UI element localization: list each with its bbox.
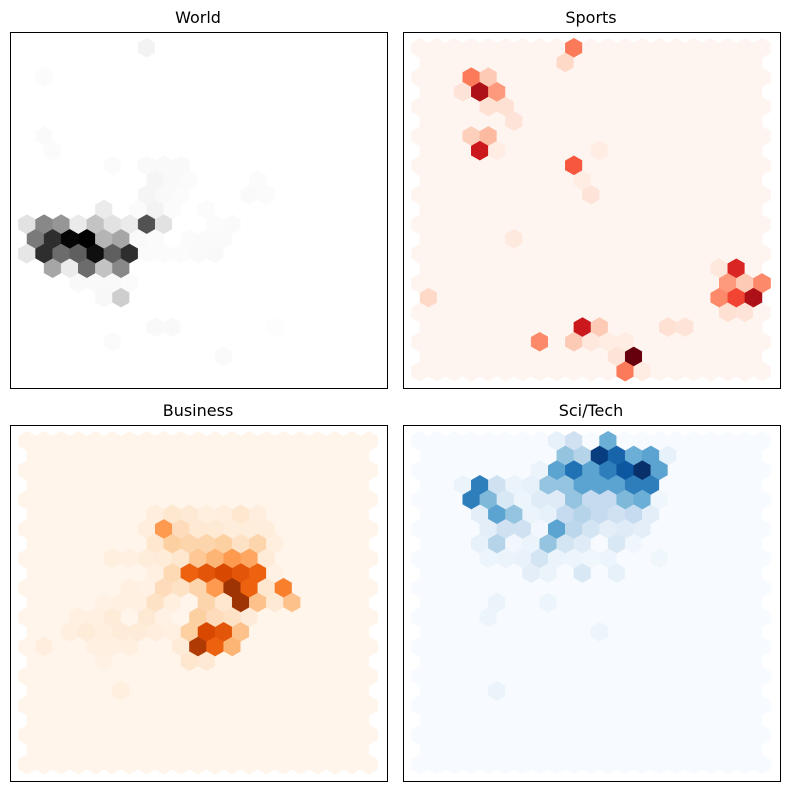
hex-cell [753, 754, 771, 775]
panel-scitech: Sci/Tech [403, 401, 781, 782]
hex-cell [753, 361, 771, 382]
panel-business: Business [10, 401, 388, 782]
hex-cell [360, 361, 378, 382]
panel-sports: Sports [403, 8, 781, 389]
hex-grid-business [18, 430, 378, 775]
panel-title-world: World [175, 8, 221, 27]
hex-cell [360, 754, 378, 775]
panel-title-sports: Sports [565, 8, 616, 27]
hex-grid-world [18, 37, 378, 382]
axes-frame-sports [403, 32, 781, 389]
hex-grid-sports [411, 37, 771, 382]
axes-frame-scitech [403, 425, 781, 782]
panel-world: World [10, 8, 388, 389]
panel-title-scitech: Sci/Tech [559, 401, 624, 420]
panel-title-business: Business [163, 401, 234, 420]
hex-grid-scitech [411, 430, 771, 775]
axes-frame-world [10, 32, 388, 389]
axes-frame-business [10, 425, 388, 782]
